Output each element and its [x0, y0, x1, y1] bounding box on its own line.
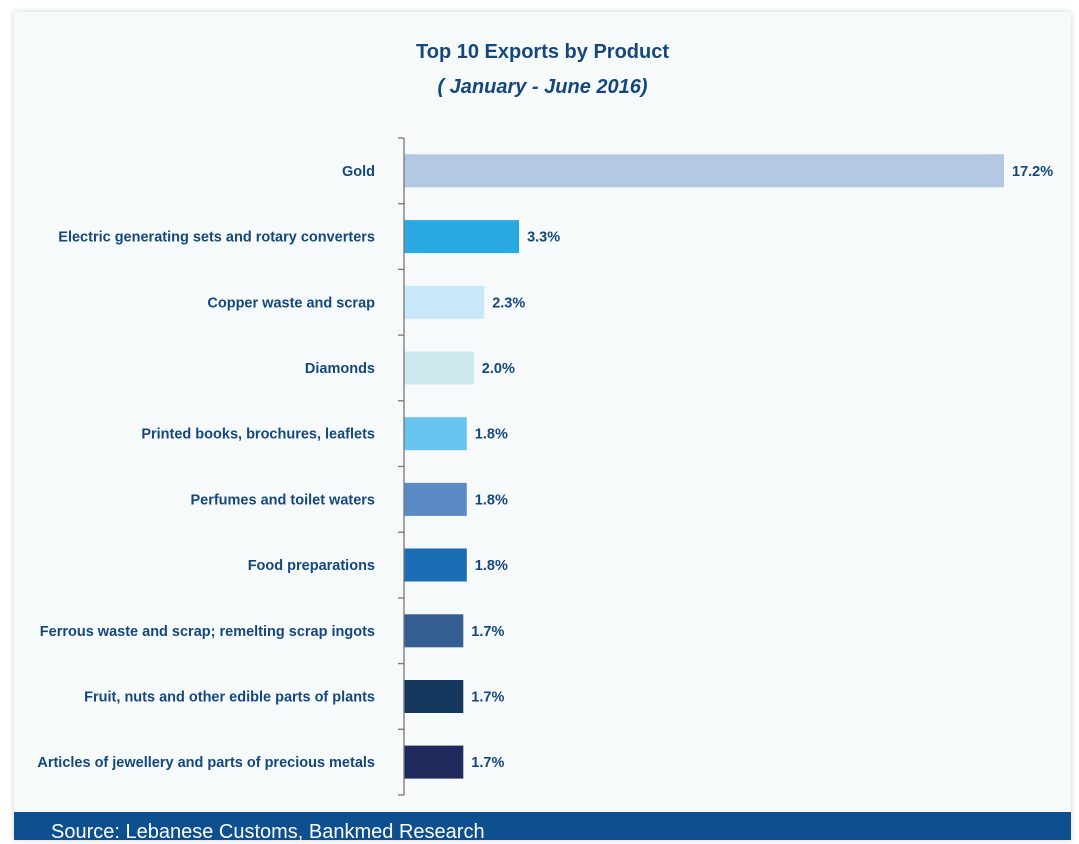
category-label-7: Ferrous waste and scrap; remelting scrap… — [40, 624, 375, 640]
value-label-4: 1.8% — [475, 427, 508, 443]
value-label-9: 1.7% — [471, 755, 504, 771]
bar-9 — [404, 745, 464, 779]
bar-6 — [404, 548, 467, 582]
value-label-6: 1.8% — [475, 558, 508, 574]
category-label-9: Articles of jewellery and parts of preci… — [37, 755, 375, 771]
bar-2 — [404, 285, 485, 319]
category-label-4: Printed books, brochures, leaflets — [141, 427, 375, 443]
bar-8 — [404, 680, 464, 713]
bar-1 — [404, 220, 520, 254]
bar-5 — [404, 482, 467, 516]
value-label-2: 2.3% — [492, 295, 525, 311]
category-label-3: Diamonds — [305, 361, 375, 377]
value-label-8: 1.7% — [471, 690, 504, 706]
value-label-7: 1.7% — [471, 624, 504, 640]
value-label-3: 2.0% — [482, 361, 515, 377]
value-label-5: 1.8% — [475, 492, 508, 508]
bar-4 — [404, 417, 467, 451]
chart-subtitle: ( January - June 2016) — [437, 76, 648, 98]
category-label-2: Copper waste and scrap — [207, 295, 375, 311]
category-label-0: Gold — [342, 164, 375, 180]
source-text: Source: Lebanese Customs, Bankmed Resear… — [51, 821, 485, 843]
source-footer: Source: Lebanese Customs, Bankmed Resear… — [14, 812, 1071, 843]
category-label-6: Food preparations — [248, 558, 375, 574]
value-label-0: 17.2% — [1012, 164, 1053, 180]
bar-0 — [404, 154, 1004, 188]
category-label-5: Perfumes and toilet waters — [190, 492, 375, 508]
category-label-1: Electric generating sets and rotary conv… — [58, 230, 375, 246]
chart-title: Top 10 Exports by Product — [416, 41, 669, 63]
category-label-8: Fruit, nuts and other edible parts of pl… — [84, 690, 375, 706]
chart-panel — [14, 12, 1071, 840]
bar-7 — [404, 614, 464, 648]
bar-3 — [404, 351, 474, 385]
value-label-1: 3.3% — [527, 230, 560, 246]
